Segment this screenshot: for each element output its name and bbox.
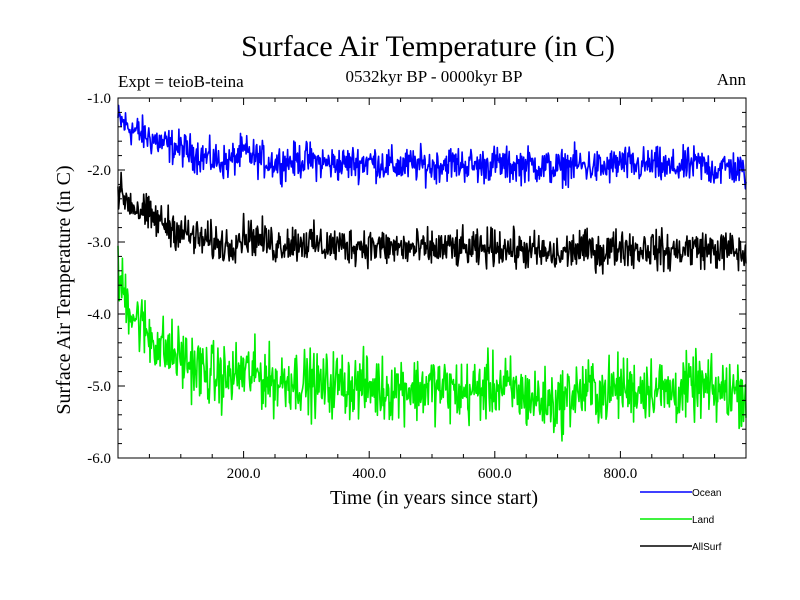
series-line-ocean [117,104,747,190]
y-tick-label: -5.0 [87,379,111,395]
x-axis-label: Time (in years since start) [330,487,538,509]
y-tick-label: -4.0 [87,307,111,323]
chart-subtitle: 0532kyr BP - 0000kyr BP [346,67,523,86]
legend-label-ocean: Ocean [692,488,721,499]
ticks-layer: -1.0 -2.0 -3.0 -4.0 -5.0 -6.0 200.0 400.0 600.0 8… [87,91,746,482]
x-tick-label: 600.0 [478,466,512,482]
x-tick-label: 800.0 [604,466,638,482]
legend-label-land: Land [692,515,714,526]
legend-label-allsurf: AllSurf [692,542,722,553]
series-layer [117,104,747,442]
season-label: Ann [717,70,747,89]
y-tick-label: -3.0 [87,235,111,251]
legend: Ocean Land AllSurf [640,488,722,553]
series-line-allsurf [117,171,747,275]
y-tick-label: -6.0 [87,451,111,467]
y-tick-label: -1.0 [87,91,111,107]
y-axis-label: Surface Air Temperature (in C) [53,165,75,414]
y-tick-label: -2.0 [87,163,111,179]
experiment-label: Expt = teioB-teina [118,72,244,91]
x-tick-label: 200.0 [227,466,261,482]
series-line-land [117,245,747,442]
x-tick-label: 400.0 [352,466,386,482]
chart-title: Surface Air Temperature (in C) [241,30,615,63]
